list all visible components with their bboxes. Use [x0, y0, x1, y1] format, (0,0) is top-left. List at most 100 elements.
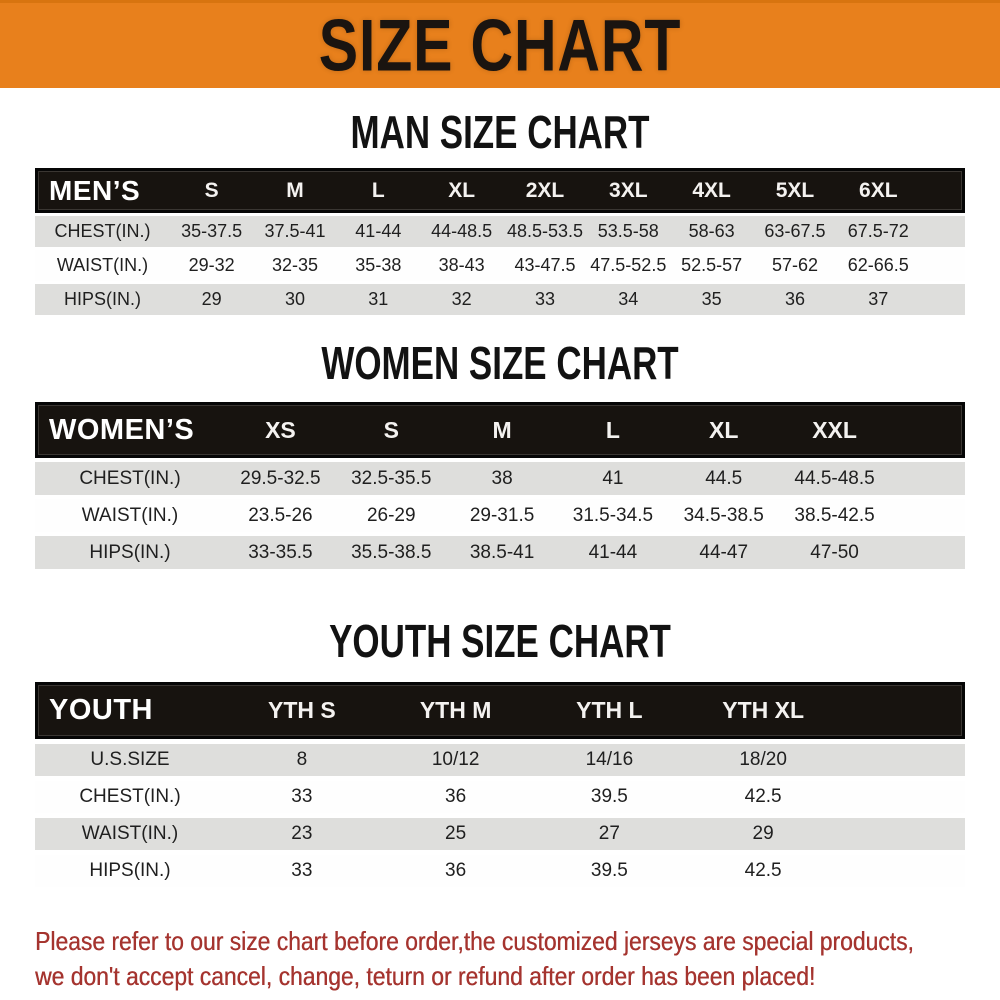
column-header: XXL [812, 416, 857, 443]
column-header: L [605, 416, 620, 443]
table-cell: 42.5 [744, 786, 782, 807]
table-cell: 37 [868, 289, 889, 309]
youth-size-chart-title: YOUTH SIZE CHART [329, 615, 671, 667]
table-cell: 29 [201, 289, 222, 309]
row-label: HIPS(IN.) [89, 860, 171, 881]
table-cell: 29-31.5 [469, 504, 535, 526]
table-cell: 33 [291, 786, 313, 807]
table-row: WAIST(IN.) 23.5-26 26-29 29-31.5 31.5-34.5 34… [35, 499, 965, 532]
table-row: CHEST(IN.) 33 36 39.5 42.5 [35, 781, 965, 813]
table-cell: 27 [598, 823, 620, 844]
womens-corner-label: WOMEN’S [49, 413, 195, 446]
table-cell: 32-35 [271, 255, 319, 275]
table-cell: 67.5-72 [847, 221, 909, 241]
table-cell: 41-44 [355, 221, 402, 241]
row-label: HIPS(IN.) [89, 541, 171, 563]
table-row: WAIST(IN.) 29-32 32-35 35-38 38-43 43-47.5 47.… [35, 250, 965, 281]
table-cell: 29 [752, 823, 774, 844]
table-cell: 47.5-52.5 [590, 255, 667, 275]
table-cell: 47-50 [810, 541, 859, 563]
column-header: M [286, 178, 304, 202]
table-cell: 33-35.5 [248, 541, 313, 563]
row-label: CHEST(IN.) [54, 221, 151, 241]
table-cell: 35-37.5 [181, 221, 243, 241]
mens-corner-label: MEN’S [49, 174, 141, 206]
table-cell: 52.5-57 [681, 255, 743, 275]
table-cell: 38 [491, 467, 513, 489]
table-cell: 10/12 [431, 749, 480, 770]
column-header: XL [709, 416, 739, 443]
table-cell: 58-63 [688, 221, 735, 241]
table-cell: 63-67.5 [764, 221, 826, 241]
table-cell: 48.5-53.5 [506, 221, 583, 241]
table-cell: 57-62 [771, 255, 818, 275]
table-cell: 62-66.5 [847, 255, 909, 275]
women-size-table: WOMEN’S XS S M L XL XXL CHEST(IN.) 29.5-32.5 32.5… [35, 402, 965, 569]
row-label: WAIST(IN.) [81, 504, 179, 526]
table-cell: 35 [701, 289, 722, 309]
table-cell: 53.5-58 [597, 221, 659, 241]
table-cell: 44-47 [699, 541, 749, 563]
table-cell: 29.5-32.5 [240, 467, 321, 489]
column-header: YTH L [576, 697, 643, 723]
youth-header-row: YOUTH YTH S YTH M YTH L YTH XL [35, 682, 965, 739]
table-cell: 23 [291, 823, 313, 844]
column-header: M [492, 416, 512, 443]
mens-header-row: MEN’S S M L XL 2XL 3XL 4XL 5XL 6XL [35, 168, 965, 213]
column-header: 3XL [609, 178, 648, 202]
table-cell: 34.5-38.5 [683, 504, 764, 526]
table-cell: 35-38 [355, 255, 402, 275]
table-cell: 38.5-42.5 [794, 504, 875, 526]
table-cell: 44.5-48.5 [794, 467, 875, 489]
column-header: YTH S [268, 697, 336, 723]
column-header: 2XL [525, 178, 565, 202]
table-cell: 38.5-41 [469, 541, 535, 563]
table-row: CHEST(IN.) 29.5-32.5 32.5-35.5 38 41 44.5 44.5… [35, 462, 965, 495]
banner-title: SIZE CHART [318, 4, 682, 87]
column-header: YTH M [419, 697, 492, 723]
column-header: 6XL [859, 178, 898, 202]
column-header: YTH XL [722, 697, 805, 723]
table-row: HIPS(IN.) 33 36 39.5 42.5 [35, 855, 965, 887]
table-cell: 25 [445, 823, 467, 844]
youth-corner-label: YOUTH [49, 694, 153, 726]
table-cell: 37.5-41 [264, 221, 326, 241]
column-header: S [383, 416, 399, 443]
table-row: HIPS(IN.) 29 30 31 32 33 34 35 36 37 [35, 284, 965, 315]
row-label: HIPS(IN.) [63, 289, 141, 309]
table-cell: 41-44 [588, 541, 638, 563]
table-row: HIPS(IN.) 33-35.5 35.5-38.5 38.5-41 41-44 44-… [35, 536, 965, 569]
table-cell: 14/16 [585, 749, 634, 770]
table-cell: 23.5-26 [248, 504, 313, 526]
row-label: U.S.SIZE [90, 749, 170, 770]
table-row: WAIST(IN.) 23 25 27 29 [35, 818, 965, 850]
table-cell: 39.5 [590, 786, 628, 807]
womens-header-row: WOMEN’S XS S M L XL XXL [35, 402, 965, 458]
table-cell: 32.5-35.5 [351, 467, 432, 489]
men-size-chart-title: MAN SIZE CHART [350, 106, 650, 158]
men-size-table: MEN’S S M L XL 2XL 3XL 4XL 5XL 6XL CHEST(IN.) 35-37… [35, 168, 965, 315]
order-note-line-2: we don't accept cancel, change, teturn o… [35, 961, 816, 991]
column-header: 5XL [775, 178, 815, 202]
column-header: S [204, 178, 219, 202]
table-cell: 36 [445, 860, 467, 881]
table-cell: 31 [368, 289, 389, 309]
table-cell: 26-29 [366, 504, 416, 526]
size-chart-banner: SIZE CHART [0, 0, 1000, 88]
row-label: WAIST(IN.) [56, 255, 149, 275]
table-cell: 36 [784, 289, 805, 309]
column-header: XS [265, 416, 296, 443]
table-cell: 39.5 [590, 860, 628, 881]
table-cell: 35.5-38.5 [351, 541, 432, 563]
row-label: CHEST(IN.) [79, 467, 181, 489]
table-cell: 33 [534, 289, 555, 309]
table-row: CHEST(IN.) 35-37.5 37.5-41 41-44 44-48.5 48.5… [35, 216, 965, 247]
table-cell: 29-32 [188, 255, 235, 275]
table-cell: 8 [296, 749, 308, 770]
column-header: L [371, 178, 385, 202]
order-note-line-1: Please refer to our size chart before or… [35, 926, 914, 956]
table-cell: 44.5 [705, 467, 743, 489]
table-row: U.S.SIZE 8 10/12 14/16 18/20 [35, 744, 965, 776]
table-cell: 33 [291, 860, 313, 881]
table-cell: 31.5-34.5 [572, 504, 654, 526]
